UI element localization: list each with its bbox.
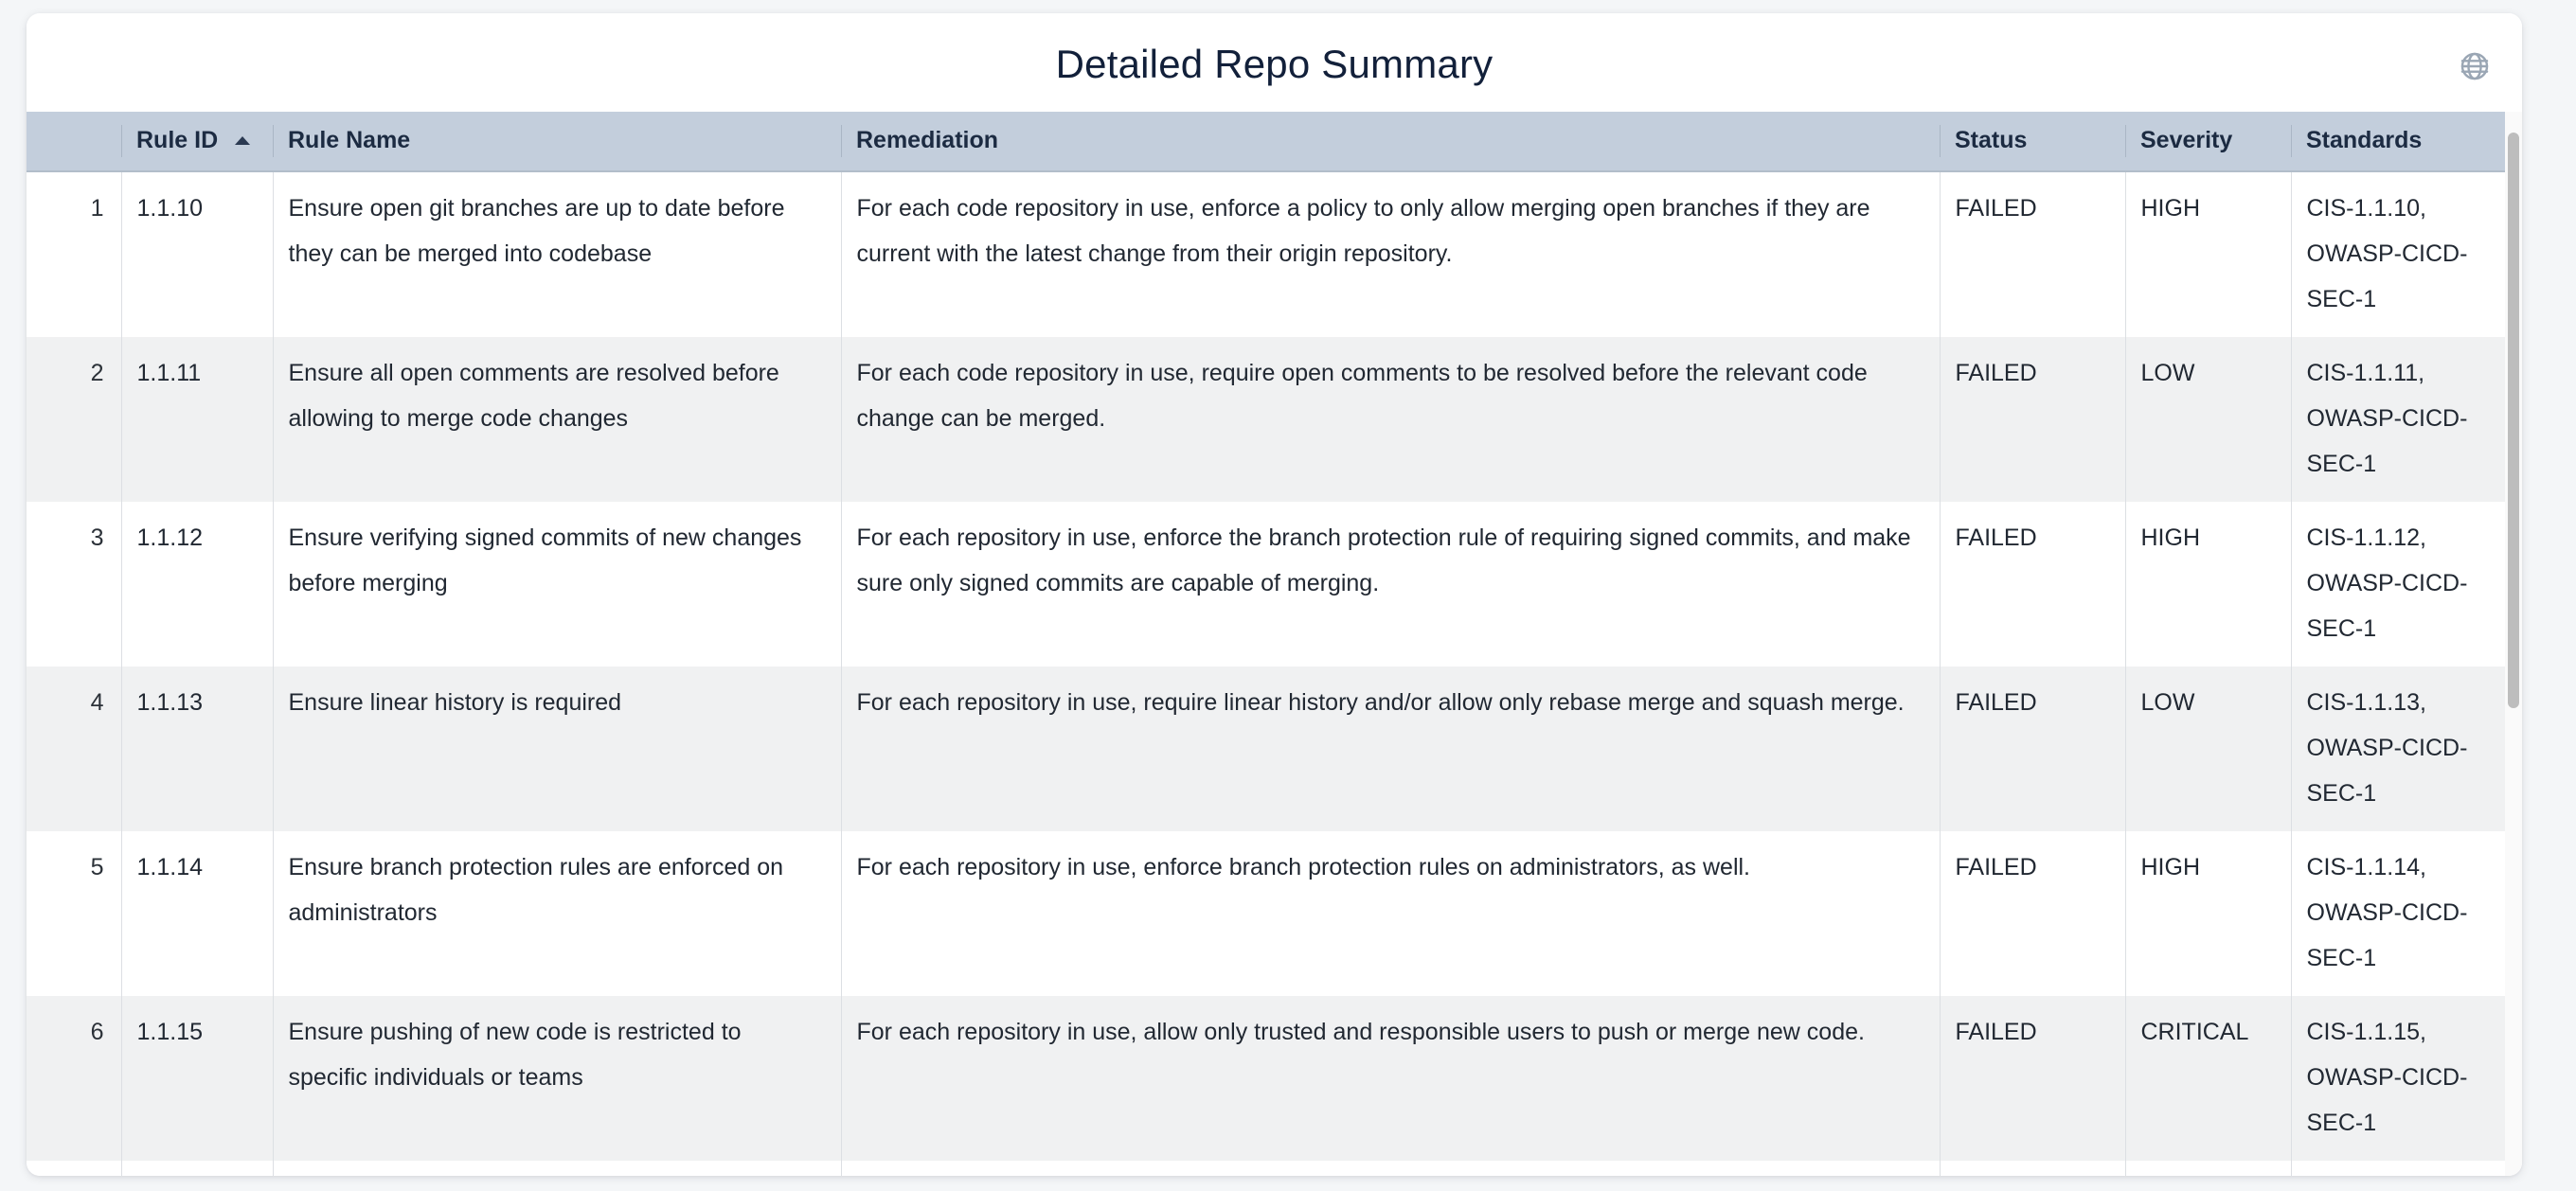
- cell-rule-name: Ensure open git branches are up to date …: [273, 171, 842, 337]
- column-header-index: [27, 112, 121, 172]
- table-row[interactable]: 4 1.1.13 Ensure linear history is required…: [27, 667, 2522, 831]
- scrollbar-thumb[interactable]: [2508, 133, 2519, 708]
- cell-status: FAILED: [1940, 502, 2126, 667]
- cell-rule-id: 1.1.12: [121, 502, 274, 667]
- cell-severity: LOW: [2125, 667, 2292, 831]
- cell-severity: HIGH: [2125, 831, 2292, 996]
- table-row[interactable]: 6 1.1.15 Ensure pushing of new code is res…: [27, 996, 2522, 1161]
- cell-index: 6: [27, 996, 122, 1161]
- cell-rule-name: Ensure branch protection rules are enfor…: [273, 831, 842, 996]
- cell-remediation: For each repository in use, require line…: [841, 667, 1941, 831]
- cell-severity: HIGH: [2125, 171, 2292, 337]
- cell-rule-name: Ensure verifying signed commits of new c…: [273, 502, 842, 667]
- cell-index: 1: [27, 171, 122, 337]
- column-header-severity[interactable]: Severity: [2125, 112, 2291, 172]
- cell-rule-id: 1.1.16: [121, 1161, 274, 1176]
- cell-standards: CIS-1.1.13, OWASP-CICD-SEC-1: [2291, 667, 2505, 831]
- card-header: Detailed Repo Summary: [27, 13, 2522, 112]
- cell-remediation: For each repository in use, block the op…: [841, 1161, 1941, 1176]
- detailed-repo-summary-card: Detailed Repo Summary: [27, 13, 2522, 1176]
- cell-index: 2: [27, 337, 122, 502]
- cell-rule-name: Ensure linear history is required: [273, 667, 842, 831]
- table-row[interactable]: 2 1.1.11 Ensure all open comments are reso…: [27, 337, 2522, 502]
- cell-rule-id: 1.1.10: [121, 171, 274, 337]
- cell-standards: CIS-1.1.12, OWASP-CICD-SEC-1: [2291, 502, 2505, 667]
- table-vertical-scrollbar[interactable]: [2505, 112, 2522, 1176]
- cell-remediation: For each repository in use, enforce bran…: [841, 831, 1941, 996]
- cell-severity: HIGH: [2125, 502, 2292, 667]
- column-header-status[interactable]: Status: [1940, 112, 2125, 172]
- chevron-up-icon[interactable]: [235, 136, 251, 145]
- cell-rule-id: 1.1.14: [121, 831, 274, 996]
- repo-summary-table: Rule ID Rule Name Remediation Status Sev…: [27, 112, 2522, 1176]
- column-header-standards[interactable]: Standards: [2291, 112, 2505, 172]
- table-row[interactable]: 5 1.1.14 Ensure branch protection rules ar…: [27, 831, 2522, 996]
- cell-remediation: For each repository in use, allow only t…: [841, 996, 1941, 1161]
- cell-severity: LOW: [2125, 337, 2292, 502]
- cell-rule-name: Ensure all open comments are resolved be…: [273, 337, 842, 502]
- cell-remediation: For each code repository in use, require…: [841, 337, 1941, 502]
- cell-remediation: For each repository in use, enforce the …: [841, 502, 1941, 667]
- globe-icon[interactable]: [2456, 47, 2494, 85]
- table-header-row: Rule ID Rule Name Remediation Status Sev…: [27, 112, 2522, 172]
- cell-rule-id: 1.1.11: [121, 337, 274, 502]
- cell-status: FAILED: [1940, 171, 2126, 337]
- cell-rule-name: Ensure force pushes code to branches is …: [273, 1161, 842, 1176]
- column-header-rule-id[interactable]: Rule ID: [121, 112, 273, 172]
- column-header-rule-name[interactable]: Rule Name: [273, 112, 841, 172]
- cell-status: FAILED: [1940, 831, 2126, 996]
- table-row[interactable]: 71.1.16Ensure force pushes code to branc…: [27, 1161, 2522, 1176]
- cell-standards: CIS-1.1.11, OWASP-CICD-SEC-1: [2291, 337, 2505, 502]
- cell-severity: CRITICAL: [2125, 996, 2292, 1161]
- cell-rule-name: Ensure pushing of new code is restricted…: [273, 996, 842, 1161]
- cell-standards: CIS-1.1.14, OWASP-CICD-SEC-1: [2291, 831, 2505, 996]
- column-header-rule-id-label: Rule ID: [136, 127, 219, 153]
- column-header-remediation[interactable]: Remediation: [841, 112, 1940, 172]
- cell-index: 4: [27, 667, 122, 831]
- cell-index: 7: [27, 1161, 122, 1176]
- cell-rule-id: 1.1.15: [121, 996, 274, 1161]
- table-row[interactable]: 3 1.1.12 Ensure verifying signed commits o…: [27, 502, 2522, 667]
- cell-status: FAILED: [1940, 337, 2126, 502]
- cell-remediation: For each code repository in use, enforce…: [841, 171, 1941, 337]
- cell-rule-id: 1.1.13: [121, 667, 274, 831]
- cell-status: FAILED: [1940, 996, 2126, 1161]
- cell-status: FAILED: [1940, 667, 2126, 831]
- cell-standards: CIS-1.1.10, OWASP-CICD-SEC-1: [2291, 171, 2505, 337]
- table-body: 1 1.1.10 Ensure open git branches are up t…: [27, 171, 2522, 1176]
- cell-standards: CIS-1.1.15, OWASP-CICD-SEC-1: [2291, 996, 2505, 1161]
- table-scroll-region[interactable]: Rule ID Rule Name Remediation Status Sev…: [27, 112, 2522, 1176]
- table-row[interactable]: 1 1.1.10 Ensure open git branches are up t…: [27, 171, 2522, 337]
- cell-standards: CIS-1.1.16, OWASP-CICD-SEC-1: [2291, 1161, 2505, 1176]
- cell-severity: CRITICAL: [2125, 1161, 2292, 1176]
- page-title: Detailed Repo Summary: [1055, 42, 1494, 86]
- cell-index: 3: [27, 502, 122, 667]
- cell-index: 5: [27, 831, 122, 996]
- cell-status: FAILED: [1940, 1161, 2126, 1176]
